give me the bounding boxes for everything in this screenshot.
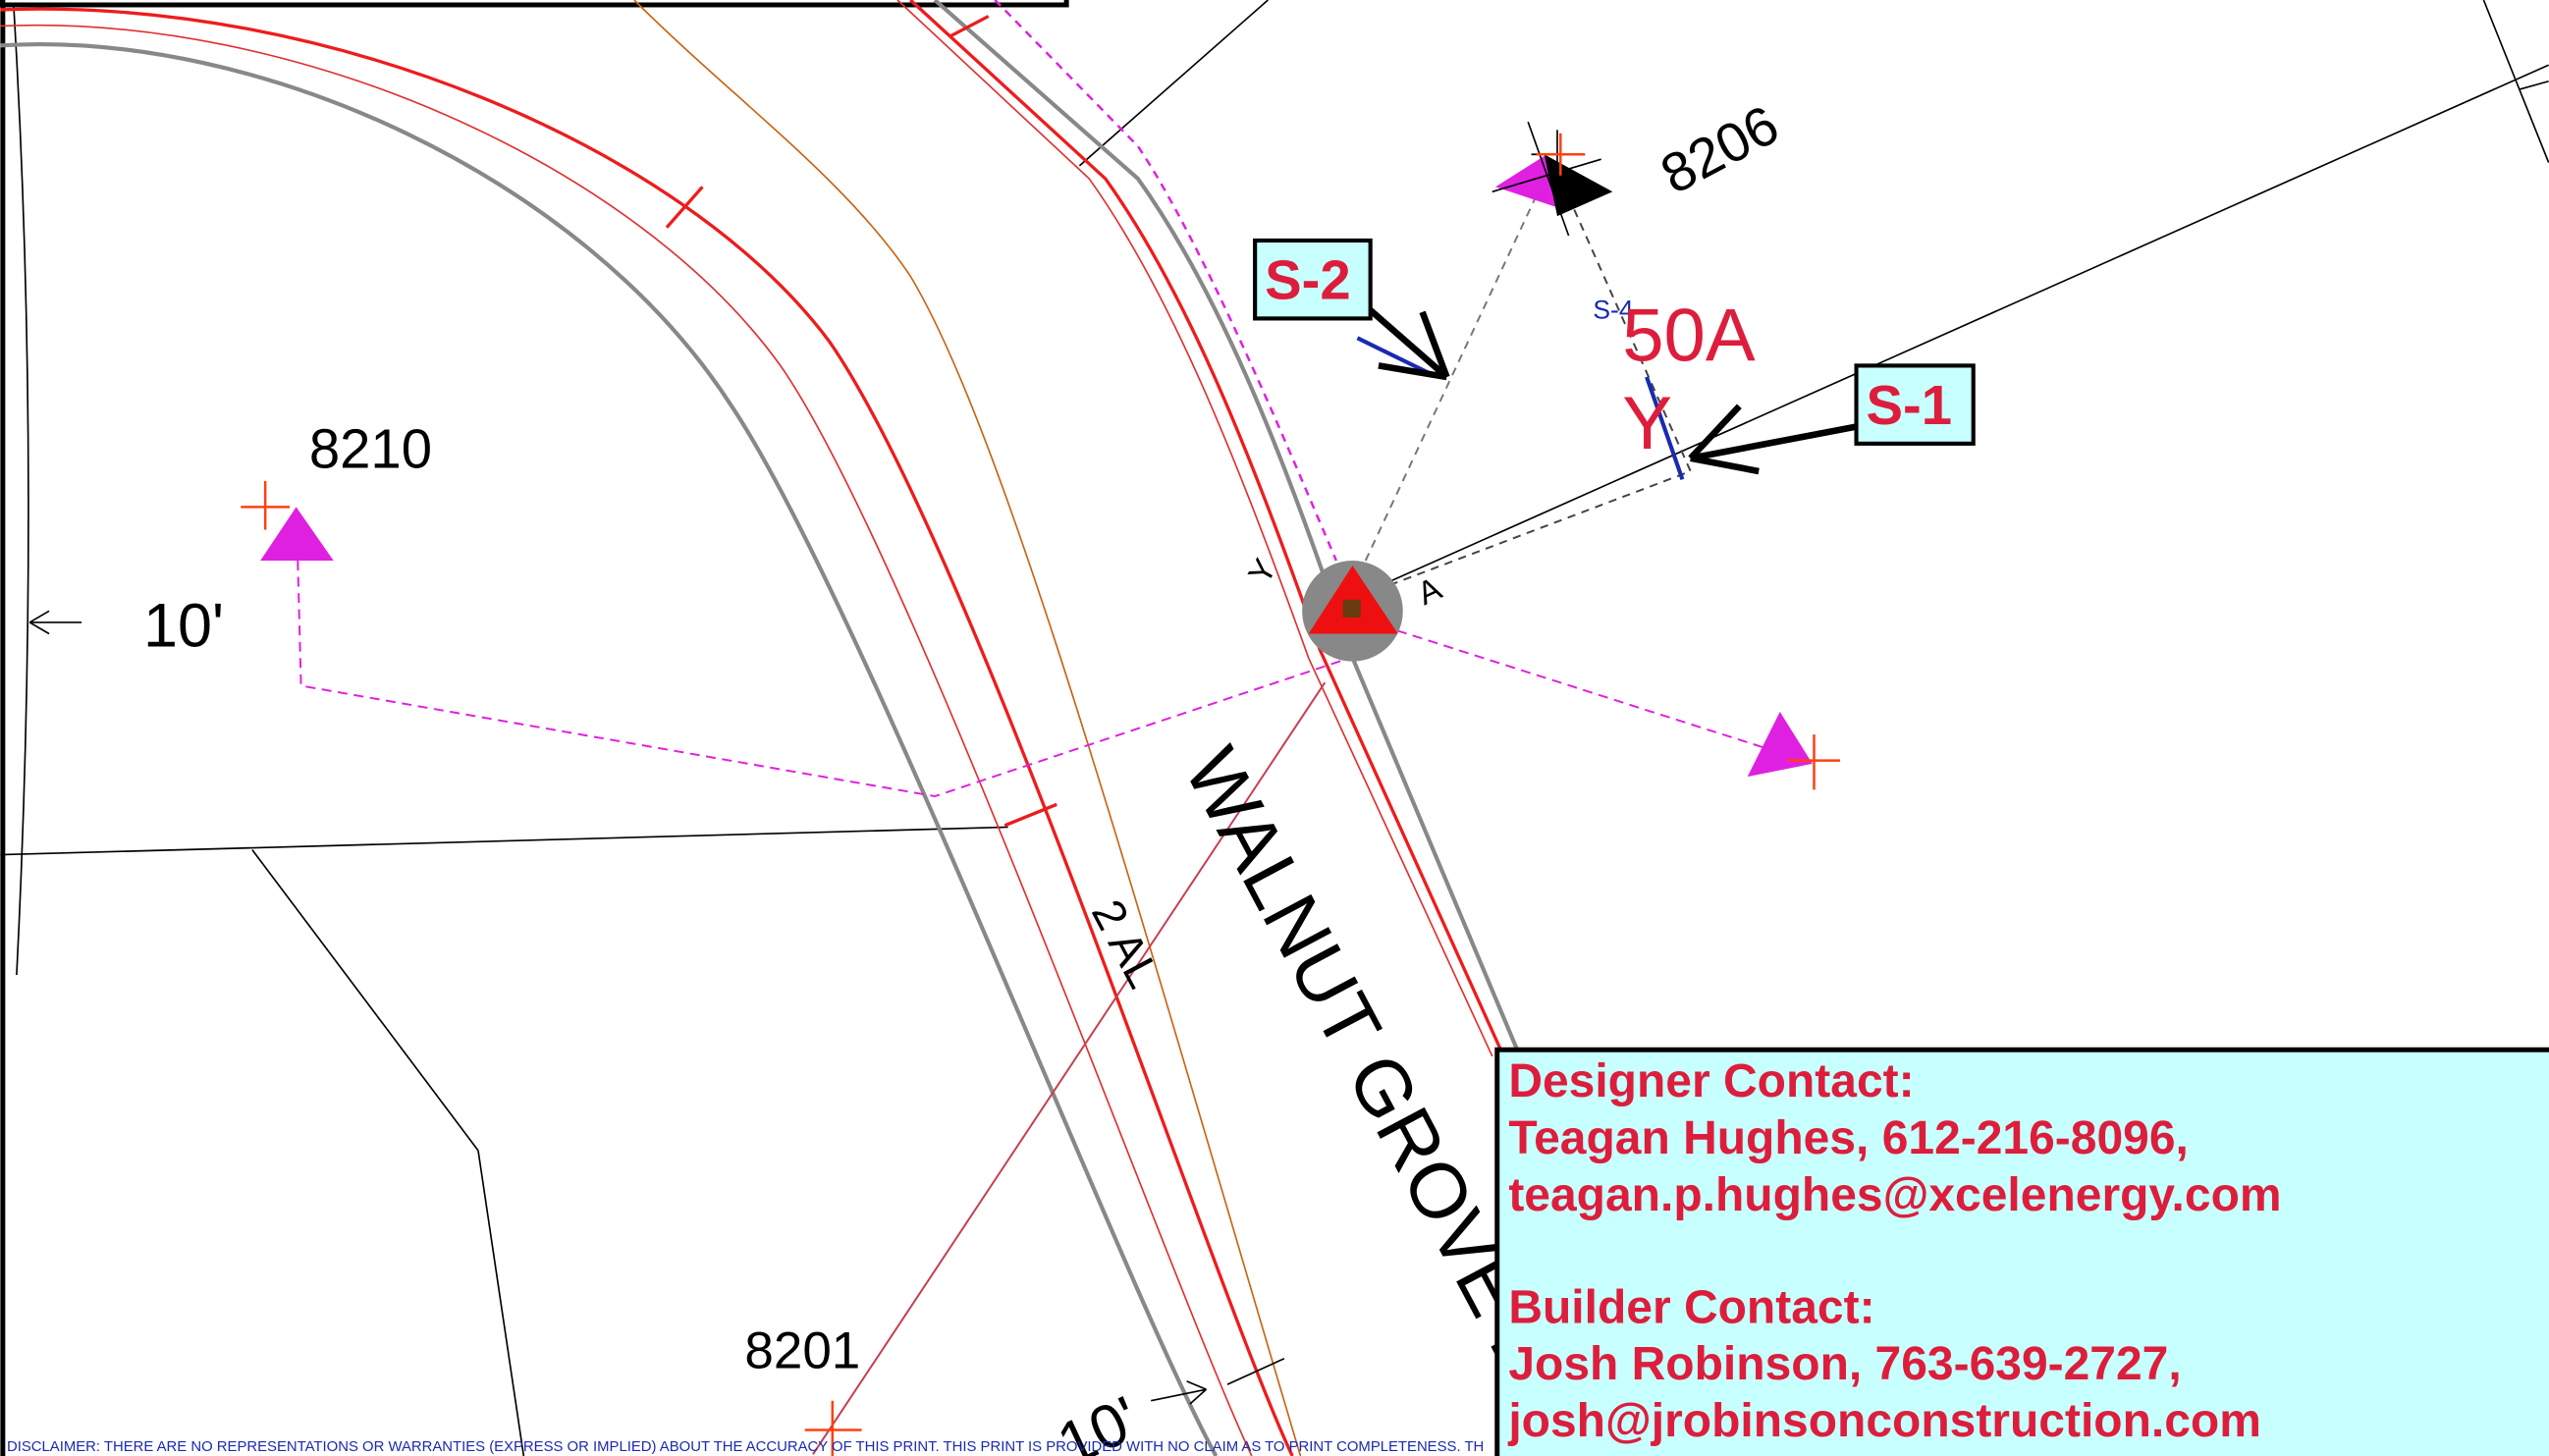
- dimension-label: 10': [143, 592, 224, 661]
- designer-line: Teagan Hughes, 612-216-8096,: [1508, 1112, 2189, 1164]
- amp-label: 50A: [1622, 294, 1756, 377]
- disclaimer: DISCLAIMER: THERE ARE NO REPRESENTATIONS…: [7, 1439, 1484, 1455]
- source-label: S-1: [1866, 374, 1952, 436]
- designer-heading: Designer Contact:: [1508, 1055, 1914, 1107]
- builder-email: josh@jrobinsonconstruction.com: [1507, 1395, 2261, 1447]
- phase-label: Y: [1622, 382, 1672, 465]
- top-box: [0, 0, 1066, 5]
- source-label: S-2: [1265, 249, 1351, 311]
- map: 8206 8210 8201 S-2 S-1 S-4 50A Y Y A 10'…: [0, 0, 2549, 1456]
- lot-label: 8210: [309, 418, 432, 480]
- designer-email: teagan.p.hughes@xcelenergy.com: [1508, 1169, 2281, 1221]
- page: 8206 8210 8201 S-2 S-1 S-4 50A Y Y A 10'…: [0, 0, 2549, 1456]
- builder-heading: Builder Contact:: [1508, 1281, 1874, 1333]
- lot-label: 8201: [744, 1322, 860, 1380]
- builder-line: Josh Robinson, 763-639-2727,: [1508, 1338, 2181, 1390]
